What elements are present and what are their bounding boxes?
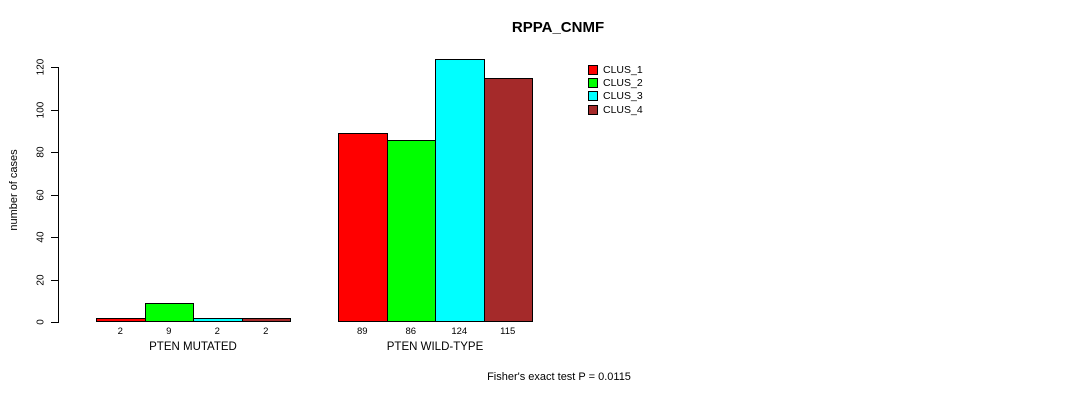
legend-label: CLUS_1 — [603, 64, 643, 76]
x-axis-label-group2: PTEN WILD-TYPE — [386, 341, 484, 353]
legend-swatch-icon — [588, 65, 598, 75]
legend-label: CLUS_2 — [603, 77, 643, 90]
y-axis-tick-label: 20 — [35, 274, 47, 286]
bar-value-label: 2 — [117, 326, 123, 337]
y-axis-tick-label: 0 — [35, 319, 47, 325]
bar-clus_4-group1 — [241, 317, 291, 322]
y-axis-tick — [51, 322, 58, 323]
legend-item: CLUS_2 — [588, 77, 643, 89]
y-axis-tick — [51, 67, 58, 69]
bar-value-label: 115 — [500, 326, 516, 337]
y-axis-tick — [51, 194, 58, 196]
chart-title: RPPA_CNMF — [511, 19, 605, 36]
legend-swatch-icon — [588, 78, 598, 89]
y-axis-line — [58, 67, 59, 323]
y-axis-tick-label: 120 — [35, 59, 47, 76]
bar-value-label: 2 — [263, 326, 269, 337]
bar-clus_4-group2 — [483, 78, 533, 322]
legend-label: CLUS_4 — [603, 103, 643, 116]
y-axis-tick — [51, 237, 58, 239]
y-axis-tick — [51, 109, 58, 111]
x-axis-label-group1: PTEN MUTATED — [149, 341, 237, 353]
bar-value-label: 9 — [166, 326, 172, 337]
legend-item: CLUS_1 — [588, 64, 643, 76]
bar-clus_1-group2 — [338, 133, 388, 322]
bar-clus_1-group1 — [96, 317, 146, 322]
stat-test-annotation: Fisher's exact test P = 0.0115 — [487, 371, 631, 383]
legend-swatch-icon — [588, 91, 598, 102]
legend-item: CLUS_3 — [588, 90, 643, 102]
y-axis-tick-label: 100 — [35, 101, 47, 119]
y-axis-title: number of cases — [8, 149, 20, 231]
bar-value-label: 86 — [405, 326, 417, 337]
bar-clus_3-group1 — [193, 317, 243, 322]
legend-swatch-icon — [588, 104, 598, 115]
bar-value-label: 89 — [356, 326, 368, 337]
y-axis-tick — [51, 279, 58, 281]
bar-clus_2-group1 — [144, 302, 194, 322]
bar-clus_2-group2 — [386, 139, 436, 322]
bar-clus_3-group2 — [435, 58, 485, 322]
legend-item: CLUS_4 — [588, 104, 643, 116]
y-axis-tick-label: 40 — [35, 231, 47, 243]
bar-value-label: 2 — [214, 326, 220, 337]
y-axis-tick-label: 60 — [35, 189, 47, 201]
legend-label: CLUS_3 — [603, 90, 643, 103]
bar-value-label: 124 — [451, 326, 468, 337]
y-axis-tick — [51, 152, 58, 154]
y-axis-tick-label: 80 — [35, 146, 47, 158]
